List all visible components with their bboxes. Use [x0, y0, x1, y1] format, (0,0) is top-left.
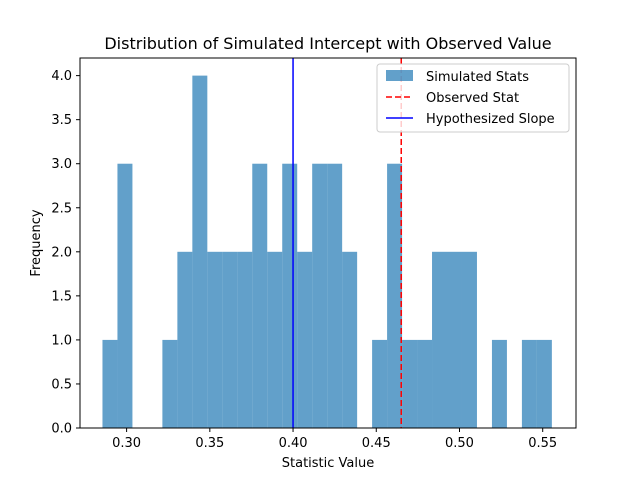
histogram-bar: [177, 251, 193, 428]
y-tick-label: 4.0: [51, 69, 72, 84]
histogram-bar: [162, 339, 178, 428]
axes-frame: [79, 57, 577, 429]
histogram-bar: [491, 339, 507, 428]
histogram-bar: [207, 251, 223, 428]
y-tick-label: 0.0: [51, 422, 72, 437]
histogram-bar: [432, 251, 448, 428]
y-tick-label: 1.5: [51, 289, 72, 304]
x-tick-label: 0.45: [362, 436, 391, 451]
x-tick-label: 0.55: [528, 436, 557, 451]
histogram-bar: [312, 163, 328, 428]
histogram-bar: [117, 163, 133, 428]
chart-title: Distribution of Simulated Intercept with…: [104, 34, 551, 53]
histogram-bar: [297, 251, 313, 428]
legend-label-hypothesized-slope: Hypothesized Slope: [426, 112, 555, 127]
y-tick-label: 1.0: [51, 333, 72, 348]
histogram-bars: [102, 75, 552, 428]
histogram-bar: [372, 339, 388, 428]
y-tick-label: 2.5: [51, 201, 72, 216]
legend-label-observed-stat: Observed Stat: [426, 91, 519, 106]
x-tick-label: 0.30: [112, 436, 141, 451]
y-axis-ticks: 0.0 0.5 1.0 1.5 2.0 2.5 3.0 3.5 4.0: [51, 69, 80, 437]
x-axis-label: Statistic Value: [282, 456, 375, 471]
histogram-bar: [402, 339, 418, 428]
histogram-bar: [252, 163, 268, 428]
legend: Simulated Stats Observed Stat Hypothesiz…: [376, 63, 570, 133]
plot-area: 0.30 0.35 0.40 0.45 0.50 0.55 0.0 0.5 1.0 1.5 2.0…: [51, 57, 577, 451]
y-axis-label: Frequency: [29, 209, 44, 276]
histogram-bar: [327, 163, 343, 428]
histogram-bar: [461, 251, 477, 428]
y-tick-label: 3.0: [51, 157, 72, 172]
y-tick-label: 3.5: [51, 113, 72, 128]
y-tick-label: 0.5: [51, 377, 72, 392]
x-tick-label: 0.35: [195, 436, 224, 451]
histogram-bar: [222, 251, 238, 428]
x-tick-label: 0.50: [445, 436, 474, 451]
histogram-bar: [521, 339, 537, 428]
histogram-bar: [282, 163, 298, 428]
legend-swatch-simulated-stats: [386, 70, 413, 81]
histogram-bar: [387, 163, 403, 428]
histogram-bar: [447, 251, 462, 428]
y-tick-label: 2.0: [51, 245, 72, 260]
histogram-bar: [192, 75, 208, 428]
histogram-bar: [536, 339, 552, 428]
histogram-bar: [237, 251, 253, 428]
histogram-bar: [267, 251, 283, 428]
legend-label-simulated-stats: Simulated Stats: [426, 70, 529, 85]
x-axis-ticks: 0.30 0.35 0.40 0.45 0.50 0.55: [112, 428, 557, 451]
reference-lines: [292, 58, 402, 428]
histogram-bar: [417, 339, 433, 428]
histogram-bar: [342, 251, 358, 428]
legend-box: [376, 63, 570, 133]
x-tick-label: 0.40: [279, 436, 308, 451]
histogram-bar: [102, 339, 118, 428]
